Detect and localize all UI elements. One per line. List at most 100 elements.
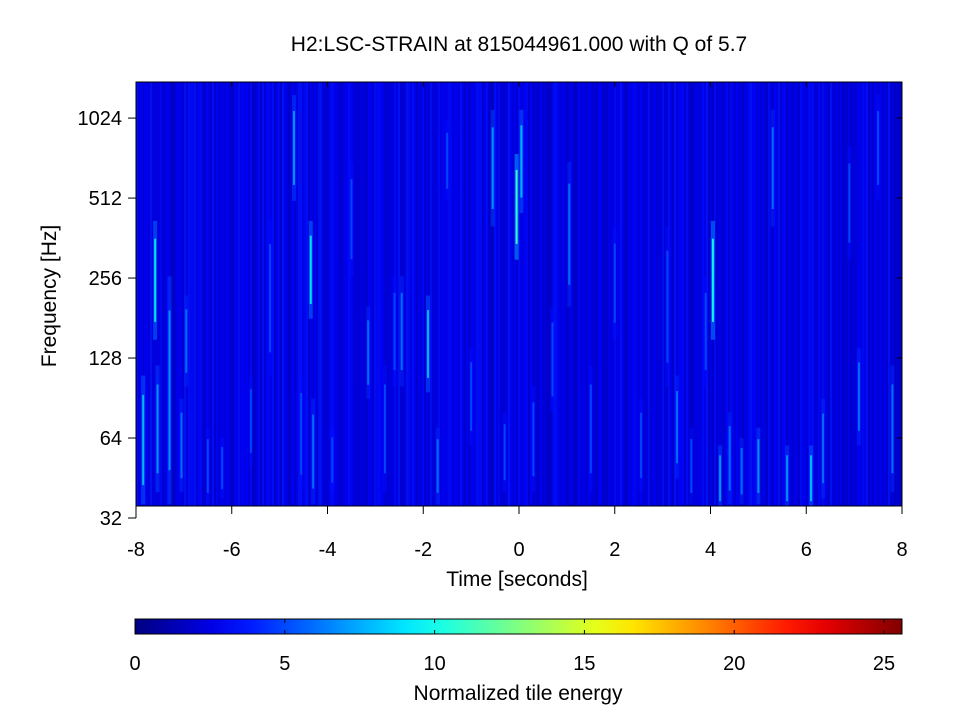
heatmap-column	[398, 82, 400, 506]
heatmap-streak	[757, 439, 760, 493]
heatmap-column	[522, 82, 524, 506]
heatmap-column	[336, 82, 338, 506]
heatmap-column	[330, 82, 332, 506]
y-axis-label: Frequency [Hz]	[38, 225, 61, 367]
heatmap-column	[288, 82, 290, 506]
heatmap-column	[430, 82, 432, 506]
heatmap-column	[314, 82, 316, 506]
heatmap-column	[502, 82, 504, 506]
heatmap-column	[442, 82, 444, 506]
heatmap-column	[384, 82, 386, 506]
heatmap-column	[838, 82, 840, 506]
heatmap-column	[476, 82, 478, 506]
heatmap-column	[212, 82, 214, 506]
heatmap-column	[628, 82, 630, 506]
heatmap-column	[226, 82, 228, 506]
heatmap-column	[506, 82, 508, 506]
heatmap-column	[360, 82, 362, 506]
heatmap-column	[364, 82, 366, 506]
heatmap-column	[684, 82, 686, 506]
heatmap-streak	[206, 439, 209, 493]
heatmap-streak	[269, 244, 272, 353]
heatmap-column	[722, 82, 724, 506]
heatmap-column	[160, 82, 162, 506]
heatmap-column	[344, 82, 346, 506]
heatmap-column	[894, 82, 896, 506]
x-axis-label: Time [seconds]	[446, 568, 588, 591]
heatmap-column	[346, 82, 348, 506]
heatmap-streak	[312, 414, 315, 489]
heatmap-streak	[877, 110, 880, 185]
heatmap-column	[286, 82, 288, 506]
heatmap-streak	[142, 394, 145, 486]
x-tick-label: 6	[801, 539, 812, 561]
heatmap-column	[498, 82, 500, 506]
heatmap-column	[724, 82, 726, 506]
heatmap-column	[488, 82, 490, 506]
heatmap-column	[452, 82, 454, 506]
heatmap-column	[316, 82, 318, 506]
heatmap-column	[734, 82, 736, 506]
heatmap-column	[496, 82, 498, 506]
heatmap-column	[828, 82, 830, 506]
heatmap-column	[368, 82, 370, 506]
heatmap-column	[440, 82, 442, 506]
heatmap-streak	[436, 439, 439, 493]
heatmap-column	[374, 82, 376, 506]
heatmap-streak	[292, 110, 295, 185]
heatmap-column	[646, 82, 648, 506]
heatmap-column	[850, 82, 852, 506]
heatmap-streak	[810, 455, 813, 502]
heatmap-column	[678, 82, 680, 506]
heatmap-column	[750, 82, 752, 506]
heatmap-column	[638, 82, 640, 506]
heatmap-streak	[532, 402, 535, 477]
heatmap-column	[884, 82, 886, 506]
heatmap-column	[778, 82, 780, 506]
heatmap-column	[852, 82, 854, 506]
heatmap-column	[590, 82, 592, 506]
heatmap-column	[184, 82, 186, 506]
heatmap-streak	[393, 292, 396, 370]
heatmap-column	[348, 82, 350, 506]
heatmap-column	[812, 82, 814, 506]
heatmap-column	[258, 82, 260, 506]
heatmap-column	[636, 82, 638, 506]
heatmap-column	[866, 82, 868, 506]
y-tick-label: 32	[100, 508, 122, 530]
heatmap-column	[830, 82, 832, 506]
heatmap-column	[854, 82, 856, 506]
heatmap-column	[686, 82, 688, 506]
heatmap-streak	[786, 455, 789, 502]
heatmap-column	[282, 82, 284, 506]
heatmap-column	[322, 82, 324, 506]
heatmap-column	[562, 82, 564, 506]
heatmap-column	[772, 82, 774, 506]
colorbar-label: Normalized tile energy	[414, 682, 623, 705]
heatmap-column	[582, 82, 584, 506]
heatmap-column	[194, 82, 196, 506]
heatmap-column	[434, 82, 436, 506]
heatmap-column	[192, 82, 194, 506]
heatmap-column	[732, 82, 734, 506]
y-tick-label: 512	[89, 188, 122, 210]
heatmap-column	[530, 82, 532, 506]
heatmap-column	[436, 82, 438, 506]
heatmap-column	[552, 82, 554, 506]
heatmap-column	[534, 82, 536, 506]
heatmap-column	[592, 82, 594, 506]
heatmap-column	[622, 82, 624, 506]
heatmap-streak	[704, 292, 707, 370]
heatmap-column	[422, 82, 424, 506]
heatmap-column	[598, 82, 600, 506]
heatmap-column	[350, 82, 352, 506]
heatmap-column	[520, 82, 522, 506]
heatmap-column	[294, 82, 296, 506]
heatmap-column	[682, 82, 684, 506]
heatmap-column	[578, 82, 580, 506]
heatmap-column	[856, 82, 858, 506]
heatmap-column	[748, 82, 750, 506]
heatmap-column	[796, 82, 798, 506]
heatmap-column	[262, 82, 264, 506]
heatmap-column	[354, 82, 356, 506]
